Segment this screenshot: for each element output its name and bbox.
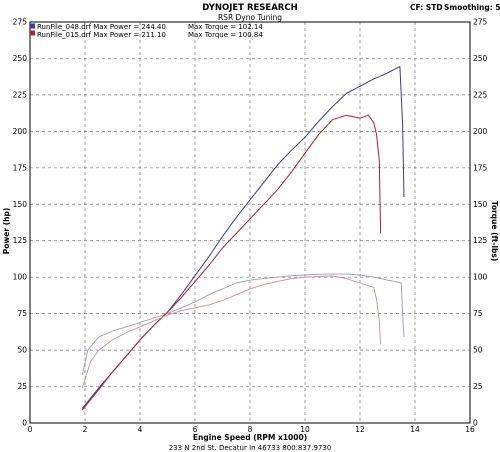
y-tick-label: 75 xyxy=(17,309,27,318)
y-axis-label: Power (hp) xyxy=(2,208,11,255)
y2-tick-label: 150 xyxy=(473,200,488,209)
y-tick-label: 200 xyxy=(13,127,28,136)
legend-swatch-run015 xyxy=(30,30,35,36)
series-line-power-run048 xyxy=(81,66,405,409)
chart-title: DYNOJET RESEARCH xyxy=(202,3,297,13)
x-tick-label: 14 xyxy=(410,425,420,434)
y2-tick-label: 225 xyxy=(473,90,488,99)
y-tick-label: 0 xyxy=(22,419,27,428)
series-lines xyxy=(81,66,405,411)
y2-tick-label: 50 xyxy=(473,346,483,355)
y-tick-label: 100 xyxy=(13,273,28,282)
legend-run015-power: RunFile_015.drf Max Power = 211.10 xyxy=(37,31,166,39)
chart-subtitle: RSR Dyno Tuning xyxy=(218,13,282,22)
y2-tick-label: 125 xyxy=(473,236,488,245)
x-tick-label: 6 xyxy=(193,425,198,434)
legend: RunFile_048.drf Max Power = 244.40 Max T… xyxy=(30,23,263,39)
y2-tick-label: 275 xyxy=(473,18,488,27)
x-tick-label: 12 xyxy=(355,425,365,434)
y2-tick-label: 100 xyxy=(473,273,488,282)
series-line-torque-run015 xyxy=(81,275,382,389)
x-axis-label: Engine Speed (RPM x1000) xyxy=(193,433,307,442)
cf-label: CF: STD xyxy=(410,3,443,12)
series-line-torque-run048 xyxy=(81,273,405,375)
legend-swatch-run048 xyxy=(30,23,35,29)
y-tick-label: 275 xyxy=(13,18,28,27)
y-tick-label: 250 xyxy=(13,54,28,63)
series-line-power-run015 xyxy=(81,114,382,411)
y-tick-label: 150 xyxy=(13,200,28,209)
y2-axis-label: Torque (ft-lbs) xyxy=(490,201,499,262)
legend-run048-power: RunFile_048.drf Max Power = 244.40 xyxy=(37,23,166,31)
legend-run048-torque: Max Torque = 102.14 xyxy=(188,23,263,31)
y2-tick-label: 75 xyxy=(473,309,483,318)
y2-tick-label: 25 xyxy=(473,382,483,391)
y-tick-label: 25 xyxy=(17,382,27,391)
legend-run015-torque: Max Torque = 100.84 xyxy=(188,31,263,39)
y2-tick-label: 200 xyxy=(473,127,488,136)
y2-tick-label: 0 xyxy=(473,419,478,428)
y-tick-label: 175 xyxy=(13,163,28,172)
y2-tick-label: 175 xyxy=(473,163,488,172)
x-tick-label: 4 xyxy=(138,425,143,434)
grid-lines xyxy=(30,22,470,423)
x-tick-label: 0 xyxy=(28,425,33,434)
y-tick-label: 225 xyxy=(13,90,28,99)
x-tick-label: 8 xyxy=(248,425,253,434)
plot-frame xyxy=(29,21,471,424)
footer-address: 233 N 2nd St. Decatur In 46733 800.837.9… xyxy=(169,444,332,452)
x-tick-label: 2 xyxy=(83,425,88,434)
smoothing-label: Smoothing: 5 xyxy=(444,3,500,12)
x-tick-label: 10 xyxy=(300,425,310,434)
y-tick-label: 125 xyxy=(13,236,28,245)
x-tick-label: 16 xyxy=(465,425,475,434)
y2-tick-label: 250 xyxy=(473,54,488,63)
y-tick-label: 50 xyxy=(17,346,27,355)
